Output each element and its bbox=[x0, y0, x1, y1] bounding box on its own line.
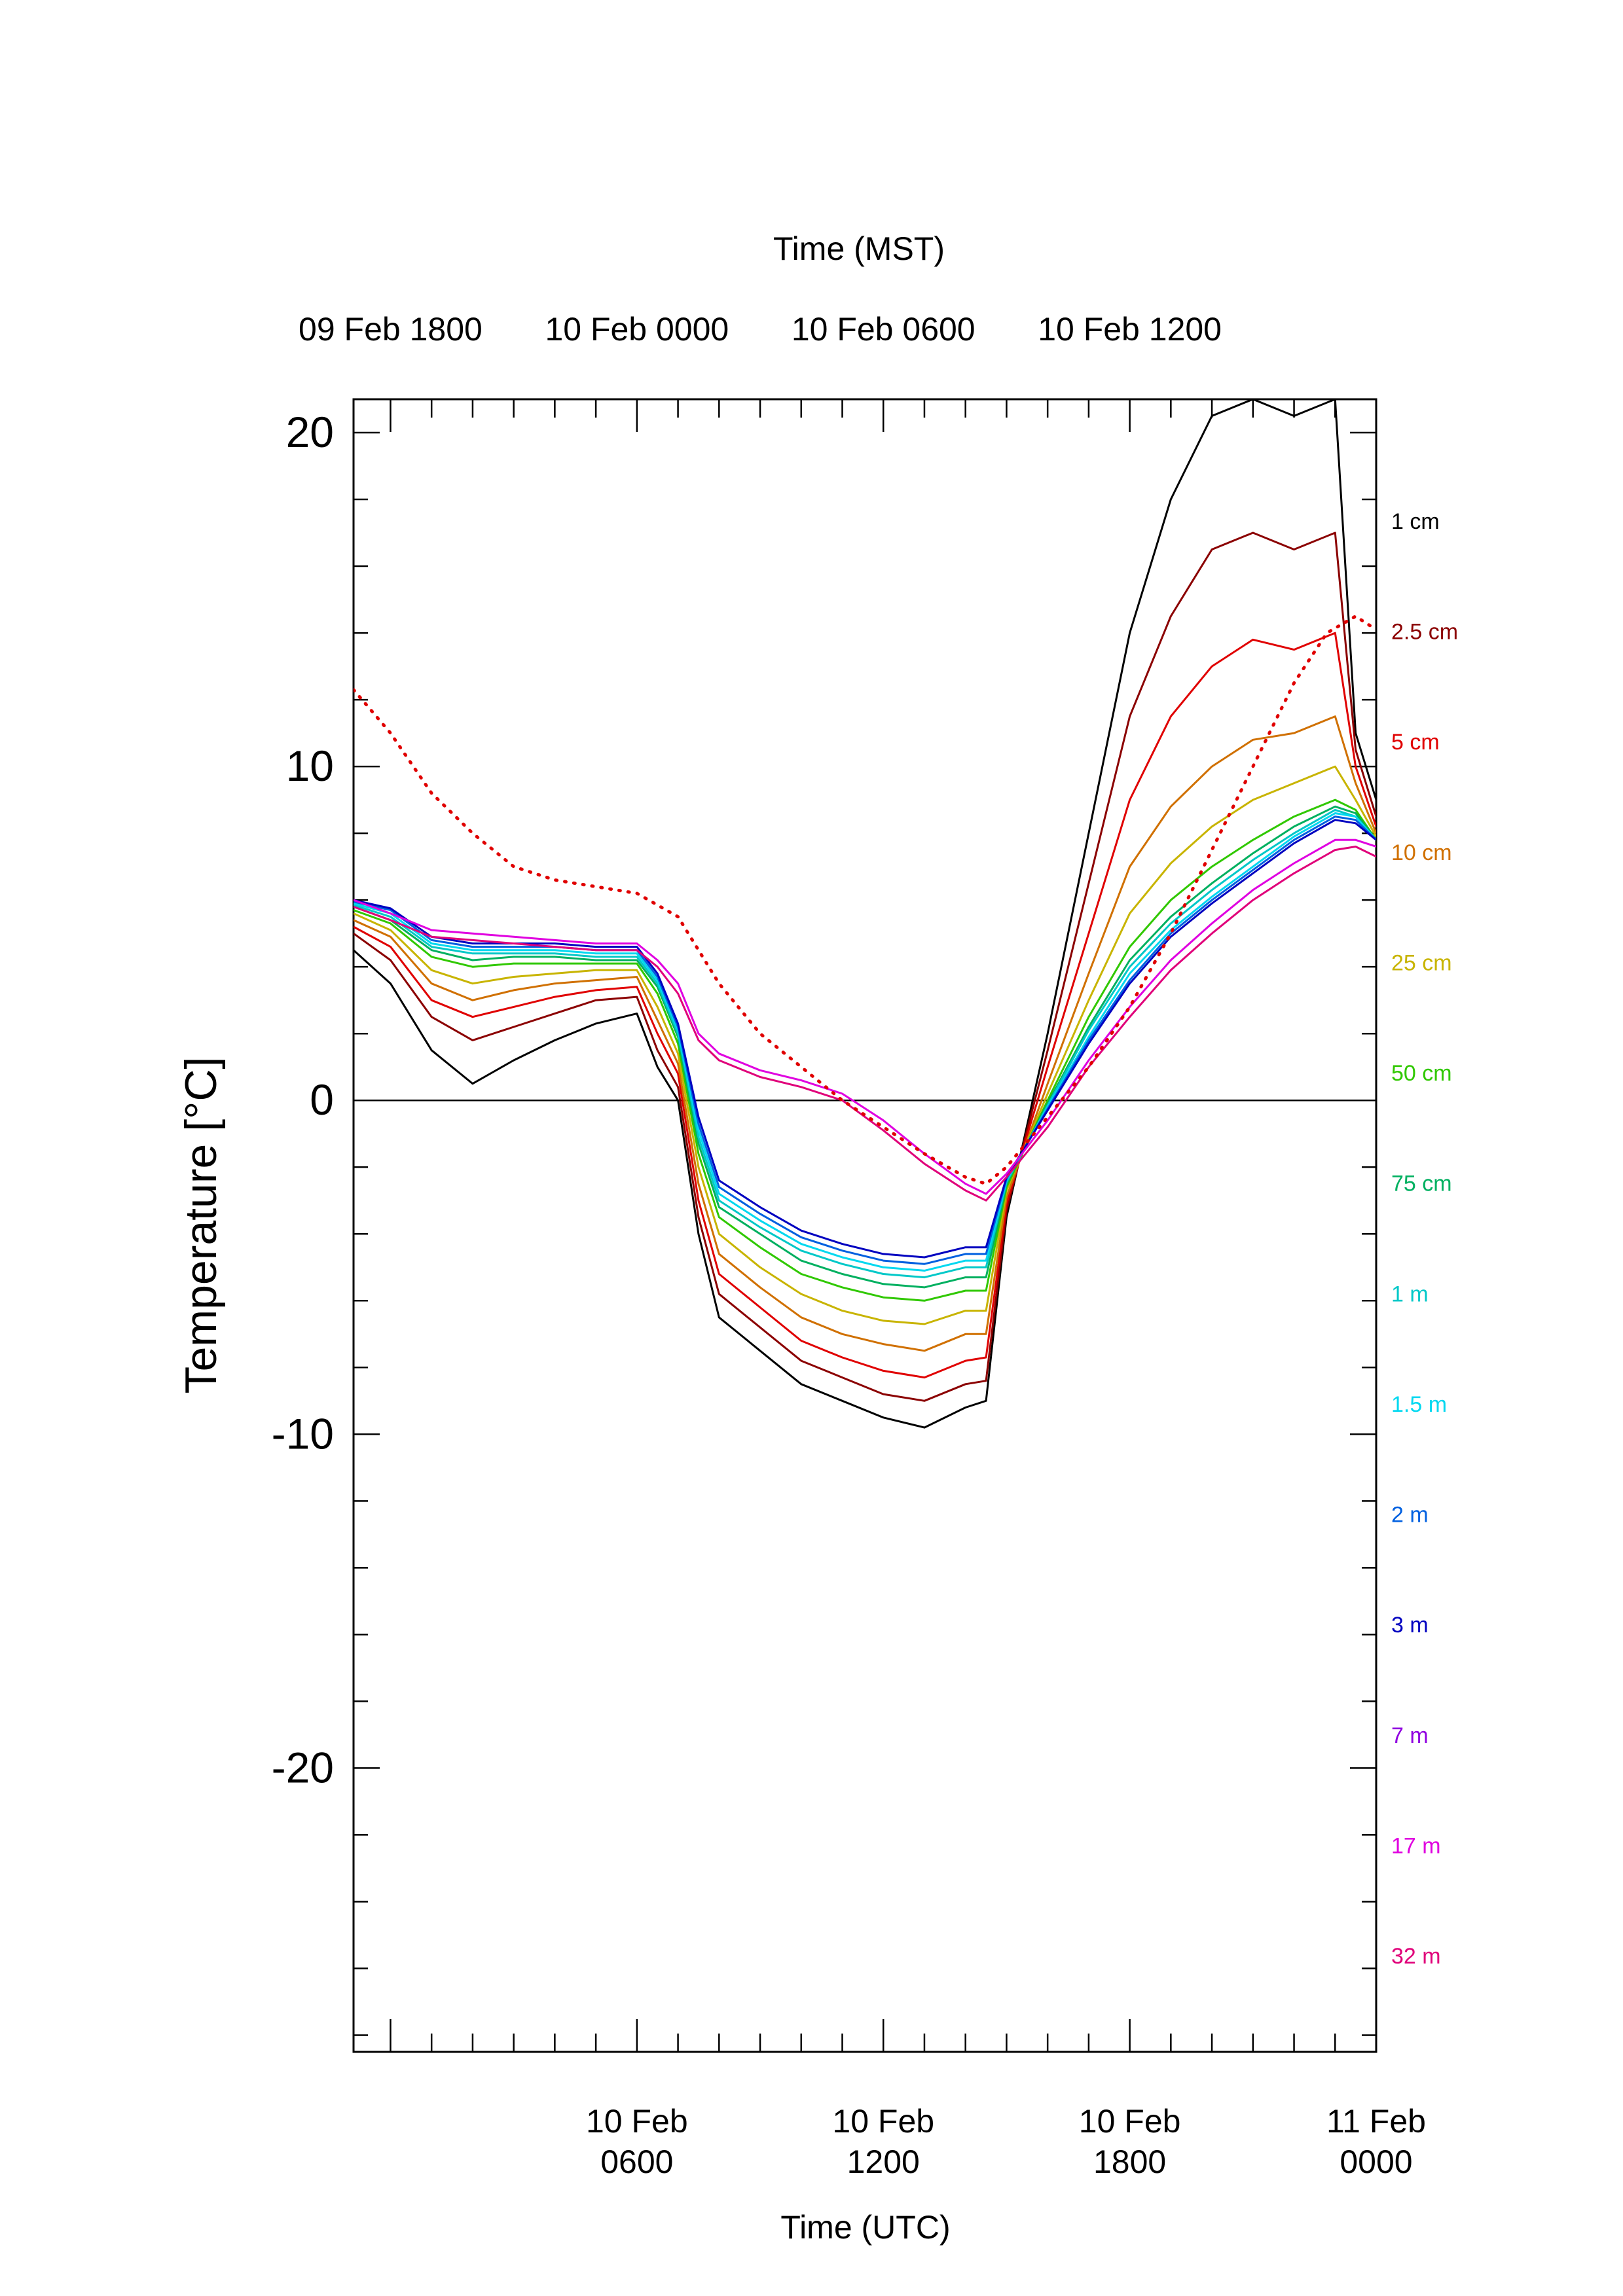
y-tick-label: -20 bbox=[272, 1743, 334, 1791]
y-tick-label: -10 bbox=[272, 1409, 334, 1458]
series-line-17-m bbox=[354, 838, 1376, 1195]
legend: 1 cm 2.5 cm 5 cm 10 cm 25 cm 50 cm 75 cm 1 m 1.5… bbox=[1391, 509, 1458, 1969]
bottom-tick-labels: 10 Feb 0600 10 Feb 1200 10 Feb 1800 11 Feb 0000 bbox=[586, 2103, 1426, 2180]
top-tick-label: 09 Feb 1800 bbox=[299, 311, 483, 348]
bottom-tick-label-date: 10 Feb bbox=[832, 2103, 934, 2140]
bottom-tick-label-time: 0600 bbox=[600, 2144, 673, 2180]
bottom-tick-label-date: 11 Feb bbox=[1326, 2103, 1426, 2140]
legend-item-1-cm: 1 cm bbox=[1391, 509, 1440, 534]
bottom-tick-label-time: 1200 bbox=[847, 2144, 920, 2180]
series-line-50-cm bbox=[354, 798, 1376, 1302]
series-line-2-m bbox=[354, 816, 1376, 1265]
series-line-10-cm bbox=[354, 715, 1376, 1352]
y-tick-label: 20 bbox=[286, 408, 334, 456]
series-line-32-m bbox=[354, 846, 1376, 1202]
series-line-1-m bbox=[354, 808, 1376, 1279]
top-tick-label: 10 Feb 0000 bbox=[545, 311, 729, 348]
top-tick-label: 10 Feb 1200 bbox=[1038, 311, 1222, 348]
bottom-tick-label-date: 10 Feb bbox=[1079, 2103, 1181, 2140]
series-layer bbox=[354, 399, 1376, 1429]
legend-item-32-m: 32 m bbox=[1391, 1944, 1441, 1969]
series-line-dotted bbox=[354, 615, 1376, 1186]
legend-item-5-cm: 5 cm bbox=[1391, 730, 1440, 755]
legend-item-3-m: 3 m bbox=[1391, 1613, 1429, 1638]
top-tick-labels: 09 Feb 1800 10 Feb 0000 10 Feb 0600 10 Feb … bbox=[299, 311, 1222, 348]
plot-frame bbox=[352, 398, 1377, 2053]
y-tick-labels: 20 10 0 -10 -20 bbox=[272, 408, 334, 1791]
series-line-5-cm bbox=[354, 632, 1376, 1379]
series-line-3-m bbox=[354, 819, 1376, 1259]
y-tick-label: 10 bbox=[286, 742, 334, 790]
legend-item-50-cm: 50 cm bbox=[1391, 1061, 1452, 1086]
legend-item-2-5-cm: 2.5 cm bbox=[1391, 620, 1458, 645]
legend-item-1-5-m: 1.5 m bbox=[1391, 1392, 1447, 1417]
series-line-1-cm bbox=[354, 399, 1376, 1429]
axis-ticks bbox=[354, 399, 1377, 2052]
bottom-tick-label-time: 1800 bbox=[1093, 2144, 1166, 2180]
bottom-tick-label-date: 10 Feb bbox=[586, 2103, 688, 2140]
series-line-2-5-cm bbox=[354, 531, 1376, 1402]
top-tick-label: 10 Feb 0600 bbox=[792, 311, 976, 348]
bottom-tick-label-time: 0000 bbox=[1340, 2144, 1412, 2180]
legend-item-17-m: 17 m bbox=[1391, 1833, 1441, 1858]
legend-item-2-m: 2 m bbox=[1391, 1503, 1429, 1528]
y-axis-title: Temperature [°C] bbox=[176, 1057, 226, 1394]
legend-item-10-cm: 10 cm bbox=[1391, 840, 1452, 865]
legend-item-25-cm: 25 cm bbox=[1391, 950, 1452, 975]
series-line-75-cm bbox=[354, 805, 1376, 1289]
series-line-25-cm bbox=[354, 765, 1376, 1325]
legend-item-75-cm: 75 cm bbox=[1391, 1172, 1452, 1196]
y-tick-label: 0 bbox=[310, 1075, 334, 1124]
bottom-axis-title: Time (UTC) bbox=[780, 2209, 950, 2246]
legend-item-1-m: 1 m bbox=[1391, 1282, 1429, 1306]
series-line-1-5-m bbox=[354, 812, 1376, 1272]
top-axis-title: Time (MST) bbox=[773, 230, 945, 267]
legend-item-7-m: 7 m bbox=[1391, 1723, 1429, 1748]
